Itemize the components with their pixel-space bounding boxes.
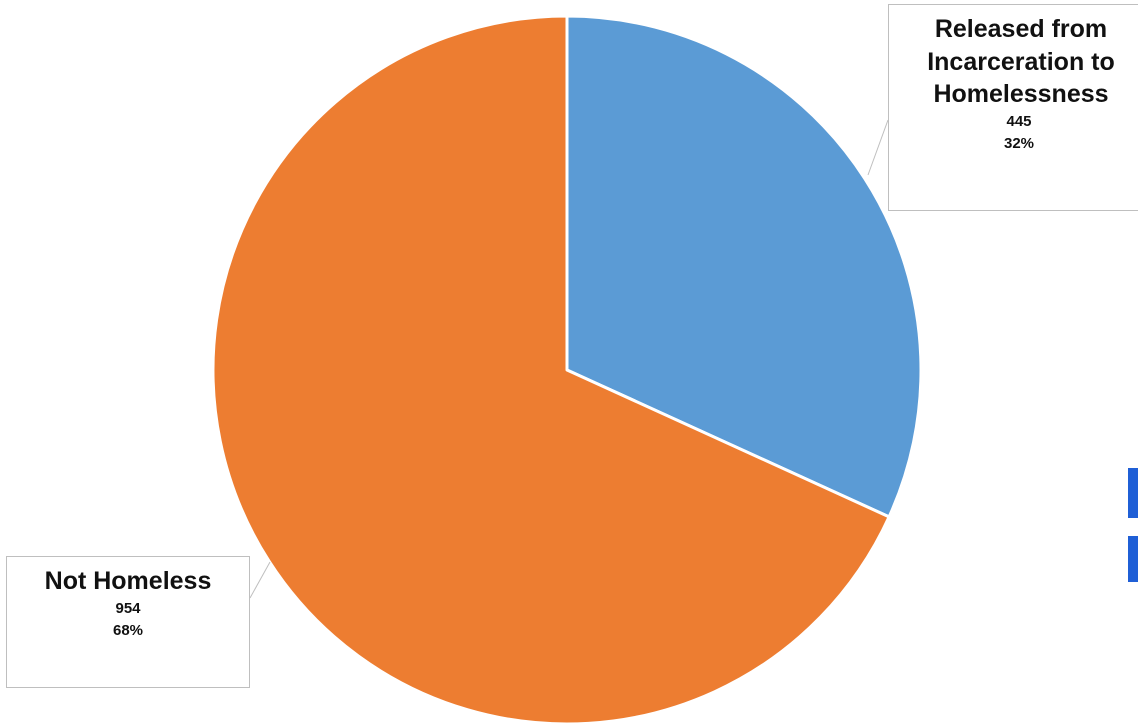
pie-slice-released xyxy=(565,14,923,519)
data-label-released-line-2: Incarceration to xyxy=(927,47,1115,76)
clipped-title-fragment-bottom xyxy=(1128,536,1138,582)
data-label-not-homeless-percent: 68% xyxy=(112,622,144,639)
clipped-title-fragment-top xyxy=(1128,468,1138,518)
pie-slices xyxy=(211,14,923,723)
data-label-released-percent: 32% xyxy=(1003,135,1035,152)
data-label-not-homeless-value: 954 xyxy=(115,599,141,617)
data-label-released-category: Released from Incarceration to Homelessn… xyxy=(889,13,1138,111)
data-label-released-line-1: Released from xyxy=(934,15,1108,43)
callout-leaders xyxy=(249,119,889,599)
pie-slice-not-homeless xyxy=(211,14,891,723)
data-label-not-homeless: Not Homeless 954 68% xyxy=(6,556,250,688)
data-label-released-value: 445 xyxy=(1006,112,1032,130)
data-label-not-homeless-category: Not Homeless xyxy=(44,567,212,595)
data-label-released-line-3: Homelessness xyxy=(933,80,1109,108)
leader-line-not-homeless xyxy=(249,561,271,599)
leader-line-released xyxy=(867,119,889,176)
data-label-released: Released from Incarceration to Homelessn… xyxy=(888,4,1138,211)
